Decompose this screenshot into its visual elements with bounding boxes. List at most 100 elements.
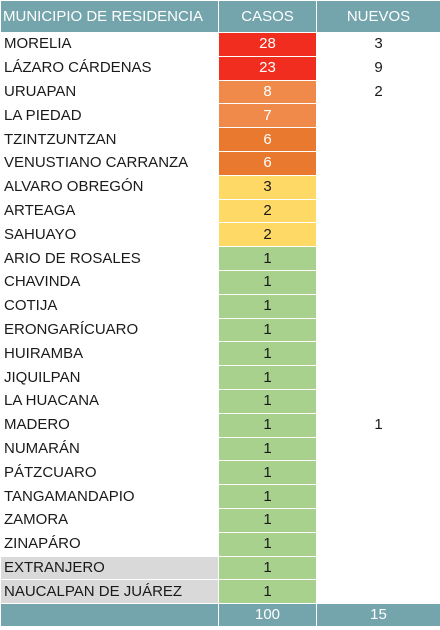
- casos-cell: 6: [218, 150, 317, 176]
- nuevos-cell: [316, 127, 440, 152]
- nuevos-cell: [316, 436, 440, 462]
- nuevos-cell: [316, 174, 440, 200]
- nuevos-cell: [316, 293, 440, 319]
- table-row: COTIJA 1: [0, 293, 440, 319]
- nuevos-cell: [316, 365, 440, 390]
- table-row: ZINAPÁRO 1: [0, 531, 440, 557]
- municipio-cell: JIQUILPAN: [0, 365, 219, 390]
- table-row: LA HUACANA 1: [0, 388, 440, 414]
- casos-cell: 1: [218, 317, 317, 343]
- municipio-cell: ZAMORA: [0, 507, 219, 533]
- table-row: VENUSTIANO CARRANZA 6: [0, 150, 440, 176]
- municipio-cell: PÁTZCUARO: [0, 460, 219, 486]
- municipio-cell: COTIJA: [0, 293, 219, 319]
- casos-cell: 1: [218, 555, 317, 581]
- table-row: ZAMORA 1: [0, 507, 440, 533]
- casos-cell: 8: [218, 79, 317, 105]
- municipio-cell: TANGAMANDAPIO: [0, 484, 219, 509]
- municipio-cell: LA PIEDAD: [0, 103, 219, 129]
- totals-row: 100 15: [0, 603, 440, 628]
- municipio-cell: SAHUAYO: [0, 222, 219, 248]
- totals-label: [0, 603, 219, 628]
- header-casos: CASOS: [218, 0, 317, 33]
- nuevos-cell: [316, 317, 440, 343]
- nuevos-cell: [316, 531, 440, 557]
- table-body: MORELIA 28 3 LÁZARO CÁRDENAS 23 9 URUAPAN 8 2 LA …: [0, 32, 440, 605]
- municipio-cell: VENUSTIANO CARRANZA: [0, 150, 219, 176]
- totals-nuevos: 15: [316, 603, 440, 628]
- nuevos-cell: 3: [316, 32, 440, 57]
- casos-cell: 2: [218, 222, 317, 248]
- nuevos-cell: 2: [316, 79, 440, 105]
- casos-cell: 2: [218, 198, 317, 224]
- casos-cell: 1: [218, 436, 317, 462]
- municipio-cell: CHAVINDA: [0, 269, 219, 295]
- municipio-cell: MADERO: [0, 412, 219, 438]
- casos-cell: 1: [218, 531, 317, 557]
- nuevos-cell: [316, 222, 440, 248]
- table-row: LA PIEDAD 7: [0, 103, 440, 129]
- table-row: ARIO DE ROSALES 1: [0, 246, 440, 271]
- municipio-cell: URUAPAN: [0, 79, 219, 105]
- nuevos-cell: 9: [316, 55, 440, 81]
- nuevos-cell: [316, 507, 440, 533]
- nuevos-cell: [316, 388, 440, 414]
- casos-cell: 1: [218, 293, 317, 319]
- casos-cell: 1: [218, 365, 317, 390]
- table-row: LÁZARO CÁRDENAS 23 9: [0, 55, 440, 81]
- nuevos-cell: [316, 150, 440, 176]
- table-row: ARTEAGA 2: [0, 198, 440, 224]
- municipio-cell: NAUCALPAN DE JUÁREZ: [0, 579, 219, 605]
- nuevos-cell: [316, 555, 440, 581]
- nuevos-cell: [316, 484, 440, 509]
- municipio-cell: TZINTZUNTZAN: [0, 127, 219, 152]
- table-row: HUIRAMBA 1: [0, 341, 440, 367]
- header-row: MUNICIPIO DE RESIDENCIA CASOS NUEVOS: [0, 0, 440, 33]
- municipio-cell: LÁZARO CÁRDENAS: [0, 55, 219, 81]
- casos-cell: 1: [218, 246, 317, 271]
- table-row: MORELIA 28 3: [0, 32, 440, 57]
- totals-casos: 100: [218, 603, 317, 628]
- casos-cell: 1: [218, 579, 317, 605]
- casos-cell: 28: [218, 32, 317, 57]
- casos-cell: 1: [218, 269, 317, 295]
- casos-cell: 6: [218, 127, 317, 152]
- table-row: ERONGARÍCUARO 1: [0, 317, 440, 343]
- table-row: MADERO 1 1: [0, 412, 440, 438]
- table-row: SAHUAYO 2: [0, 222, 440, 248]
- table-row: EXTRANJERO 1: [0, 555, 440, 581]
- casos-cell: 1: [218, 412, 317, 438]
- municipio-cell: ARTEAGA: [0, 198, 219, 224]
- table-row: CHAVINDA 1: [0, 269, 440, 295]
- nuevos-cell: [316, 341, 440, 367]
- casos-cell: 23: [218, 55, 317, 81]
- nuevos-cell: [316, 269, 440, 295]
- table-row: TZINTZUNTZAN 6: [0, 127, 440, 152]
- municipio-cell: ARIO DE ROSALES: [0, 246, 219, 271]
- casos-cell: 3: [218, 174, 317, 200]
- nuevos-cell: [316, 579, 440, 605]
- nuevos-cell: 1: [316, 412, 440, 438]
- header-municipio: MUNICIPIO DE RESIDENCIA: [0, 0, 219, 33]
- casos-cell: 1: [218, 460, 317, 486]
- nuevos-cell: [316, 198, 440, 224]
- table-row: NAUCALPAN DE JUÁREZ 1: [0, 579, 440, 605]
- table-row: NUMARÁN 1: [0, 436, 440, 462]
- table-row: PÁTZCUARO 1: [0, 460, 440, 486]
- nuevos-cell: [316, 246, 440, 271]
- nuevos-cell: [316, 103, 440, 129]
- municipio-cell: ZINAPÁRO: [0, 531, 219, 557]
- table-row: JIQUILPAN 1: [0, 365, 440, 390]
- municipio-cell: HUIRAMBA: [0, 341, 219, 367]
- municipio-cell: ALVARO OBREGÓN: [0, 174, 219, 200]
- municipio-cell: LA HUACANA: [0, 388, 219, 414]
- municipio-cell: NUMARÁN: [0, 436, 219, 462]
- casos-cell: 1: [218, 484, 317, 509]
- casos-cell: 7: [218, 103, 317, 129]
- municipio-cell: MORELIA: [0, 32, 219, 57]
- municipio-cell: EXTRANJERO: [0, 555, 219, 581]
- header-nuevos: NUEVOS: [316, 0, 440, 33]
- nuevos-cell: [316, 460, 440, 486]
- table-row: TANGAMANDAPIO 1: [0, 484, 440, 509]
